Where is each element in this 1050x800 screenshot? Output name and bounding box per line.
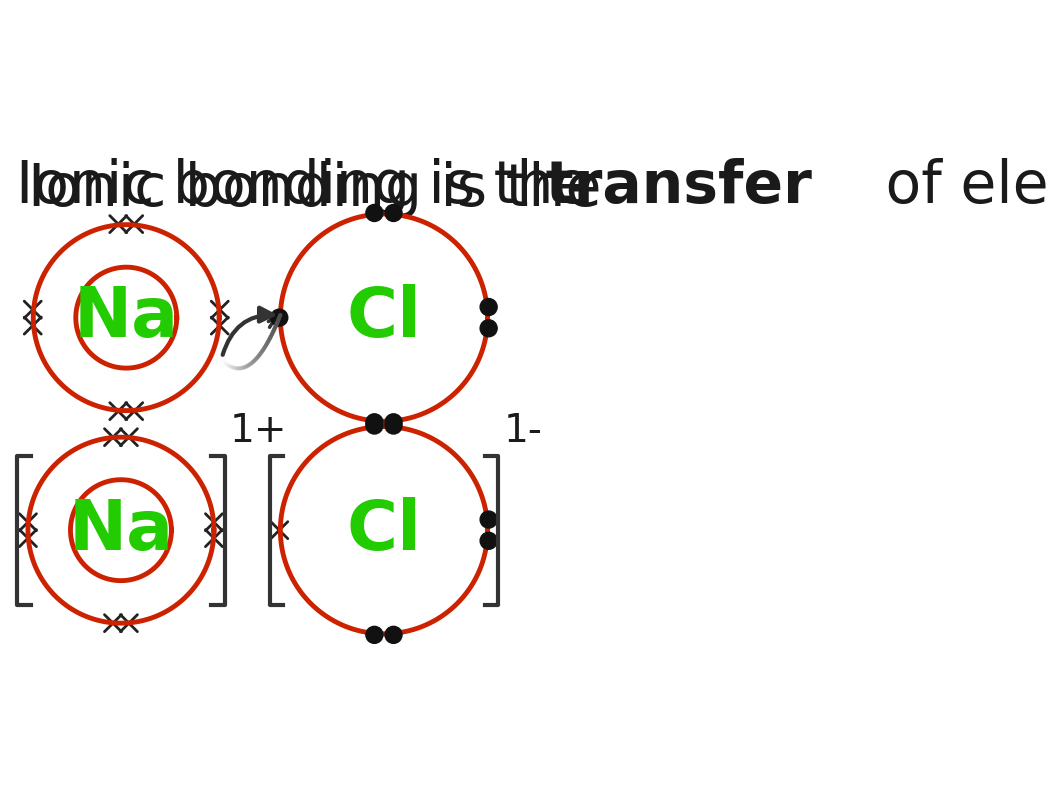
Circle shape — [365, 205, 383, 222]
Circle shape — [480, 511, 497, 528]
Text: Na: Na — [68, 497, 173, 564]
Circle shape — [480, 298, 497, 315]
Circle shape — [385, 417, 402, 434]
Circle shape — [385, 205, 402, 222]
Text: Na: Na — [74, 284, 178, 351]
Circle shape — [385, 414, 402, 431]
FancyArrowPatch shape — [223, 308, 273, 355]
Circle shape — [365, 417, 383, 434]
Text: transfer: transfer — [16, 158, 812, 215]
Text: 1+: 1+ — [230, 413, 288, 450]
Text: of electrons: of electrons — [16, 158, 1050, 215]
Circle shape — [480, 320, 497, 337]
Text: Ionic bonding is the: Ionic bonding is the — [28, 161, 620, 218]
Text: Cl: Cl — [346, 284, 421, 351]
Circle shape — [365, 626, 383, 643]
Circle shape — [271, 309, 288, 326]
Text: Ionic bonding is the: Ionic bonding is the — [16, 158, 608, 215]
Circle shape — [385, 626, 402, 643]
Text: Cl: Cl — [346, 497, 421, 564]
Circle shape — [365, 414, 383, 431]
Text: 1-: 1- — [504, 413, 543, 450]
Circle shape — [480, 532, 497, 550]
